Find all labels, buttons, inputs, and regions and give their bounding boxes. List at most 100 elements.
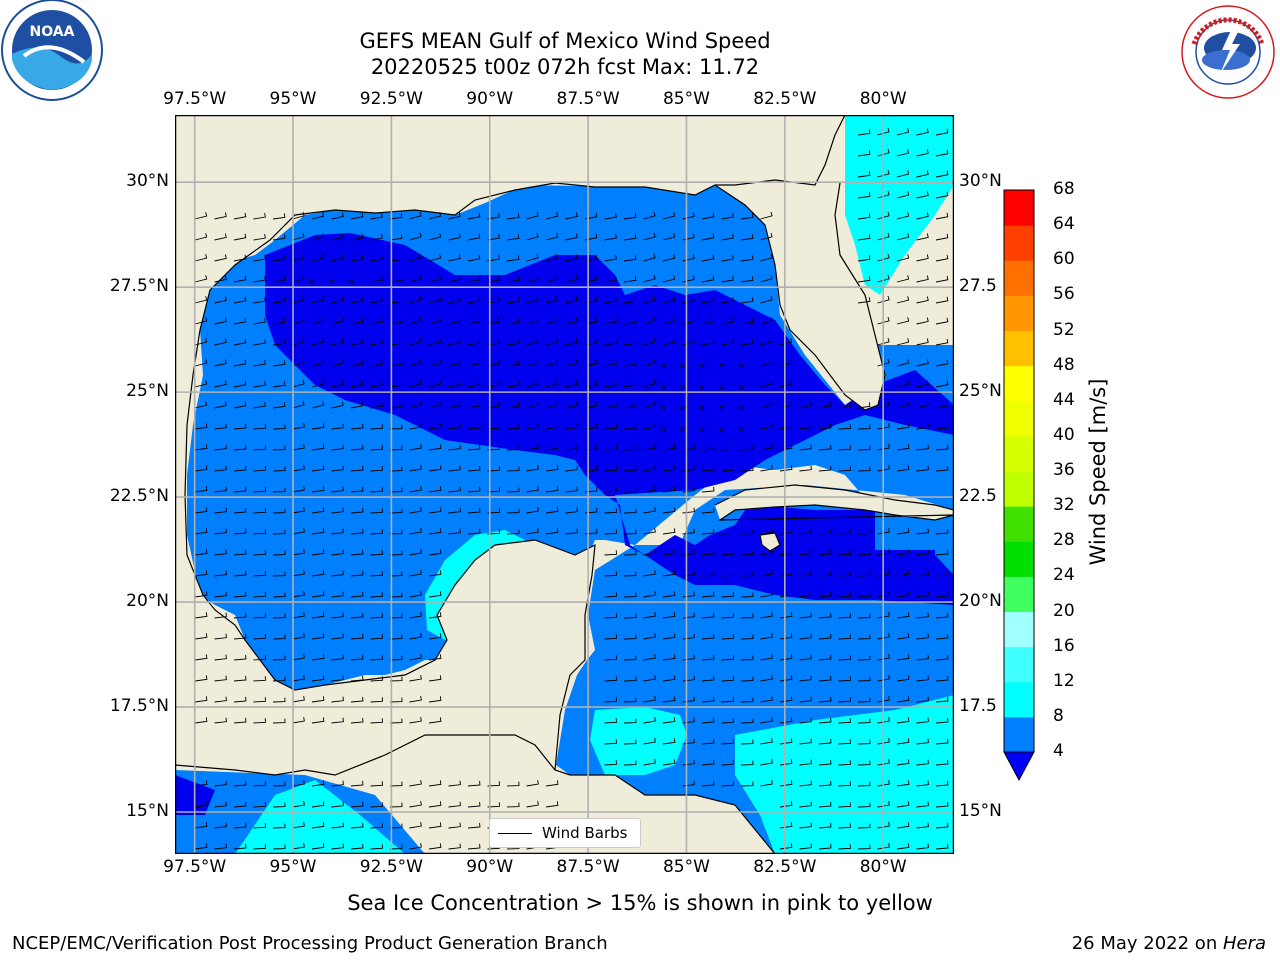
wind-barb (428, 486, 442, 493)
wind-barb (838, 844, 851, 850)
wind-barb (370, 317, 383, 325)
wind-barb (818, 780, 832, 787)
wind-barb (409, 253, 422, 262)
wind-barb (623, 318, 637, 325)
wind-barb (311, 254, 325, 262)
wind-barb (233, 317, 247, 325)
wind-barb (311, 507, 325, 514)
colorbar-tick-label: 56 (1053, 284, 1075, 305)
wind-barb (389, 255, 403, 262)
wind-barb (857, 613, 871, 619)
wind-barb (935, 675, 949, 682)
wind-barb (877, 674, 890, 682)
wind-barb (233, 780, 247, 787)
wind-barb (740, 634, 754, 640)
wind-barb (233, 633, 247, 640)
wind-barb (311, 359, 325, 367)
wind-barb (604, 655, 617, 661)
wind-barb (721, 233, 734, 241)
wind-barb (916, 675, 929, 682)
wind-barb (331, 233, 344, 241)
wind-barb (409, 779, 422, 787)
wind-barb (565, 233, 578, 241)
wind-barb (662, 633, 676, 640)
wind-barb (935, 654, 949, 661)
wind-barb (662, 549, 676, 556)
wind-barb (467, 801, 481, 808)
wind-barb (350, 570, 364, 577)
wind-barb (760, 253, 773, 262)
wind-barb (896, 254, 910, 262)
noaa-logo-icon: NOAA (1, 0, 103, 101)
wind-barb (448, 465, 461, 472)
wind-barb (896, 296, 910, 304)
map-panel[interactable] (175, 115, 954, 854)
wind-barb (699, 363, 705, 369)
wind-barb (721, 275, 734, 283)
wind-barb (799, 843, 812, 850)
wind-barb (779, 822, 793, 829)
wind-barb (292, 611, 305, 619)
wind-barb (448, 401, 461, 409)
wind-barb (662, 591, 676, 598)
wind-barb (448, 359, 461, 367)
wind-barb (331, 549, 344, 556)
wind-barb (721, 466, 734, 472)
wind-barb (604, 613, 617, 619)
wind-barb (487, 233, 500, 241)
wind-barb (487, 275, 500, 283)
colorbar-tick-label: 24 (1053, 565, 1075, 586)
wind-barb (194, 486, 208, 493)
wind-barb (194, 717, 208, 724)
wind-barb (896, 549, 910, 556)
wind-barb (662, 570, 676, 577)
wind-barb (350, 507, 364, 514)
wind-barb (253, 550, 266, 556)
colorbar-tick-label: 52 (1053, 319, 1075, 340)
wind-barb (719, 405, 724, 411)
wind-barb (506, 276, 520, 283)
wind-barb (857, 213, 871, 220)
wind-barb (506, 508, 520, 514)
wind-barb (838, 401, 851, 409)
wind-barb (799, 780, 812, 787)
wind-barb (721, 550, 734, 556)
wind-barb (623, 550, 637, 556)
wind-barb (526, 527, 539, 535)
wind-barb (272, 424, 286, 430)
wind-barb (896, 801, 910, 808)
wind-barb (877, 274, 890, 283)
wind-barb (214, 444, 227, 451)
wind-barb (740, 550, 754, 556)
wind-barb (331, 528, 344, 535)
wind-barb (233, 380, 247, 388)
wind-barb (623, 718, 637, 724)
colorbar-tick-label: 32 (1053, 495, 1075, 516)
wind-barb (487, 296, 500, 304)
wind-barb (350, 317, 364, 325)
wind-barb (857, 718, 871, 724)
wind-barb (214, 423, 227, 430)
wind-barb (350, 654, 364, 661)
wind-barb (721, 613, 734, 619)
wind-barb (272, 571, 286, 577)
wind-barb (428, 359, 442, 367)
wind-barb (311, 780, 325, 787)
wind-barb (740, 339, 754, 346)
wind-barb (389, 844, 403, 850)
wind-barb (818, 465, 832, 472)
wind-barb (487, 424, 500, 430)
wind-barb (409, 211, 422, 220)
wind-barb (740, 466, 754, 472)
wind-barb (389, 697, 403, 703)
lon-label-bottom: 80°W (859, 857, 907, 877)
wind-barb (738, 384, 744, 390)
wind-barb (428, 570, 442, 577)
wind-barb (233, 444, 247, 451)
wind-barb (916, 212, 929, 220)
wind-barb (877, 779, 890, 787)
wind-barb (233, 338, 247, 346)
wind-barb (760, 422, 773, 430)
wind-barb (292, 464, 305, 472)
wind-barb (662, 338, 676, 346)
